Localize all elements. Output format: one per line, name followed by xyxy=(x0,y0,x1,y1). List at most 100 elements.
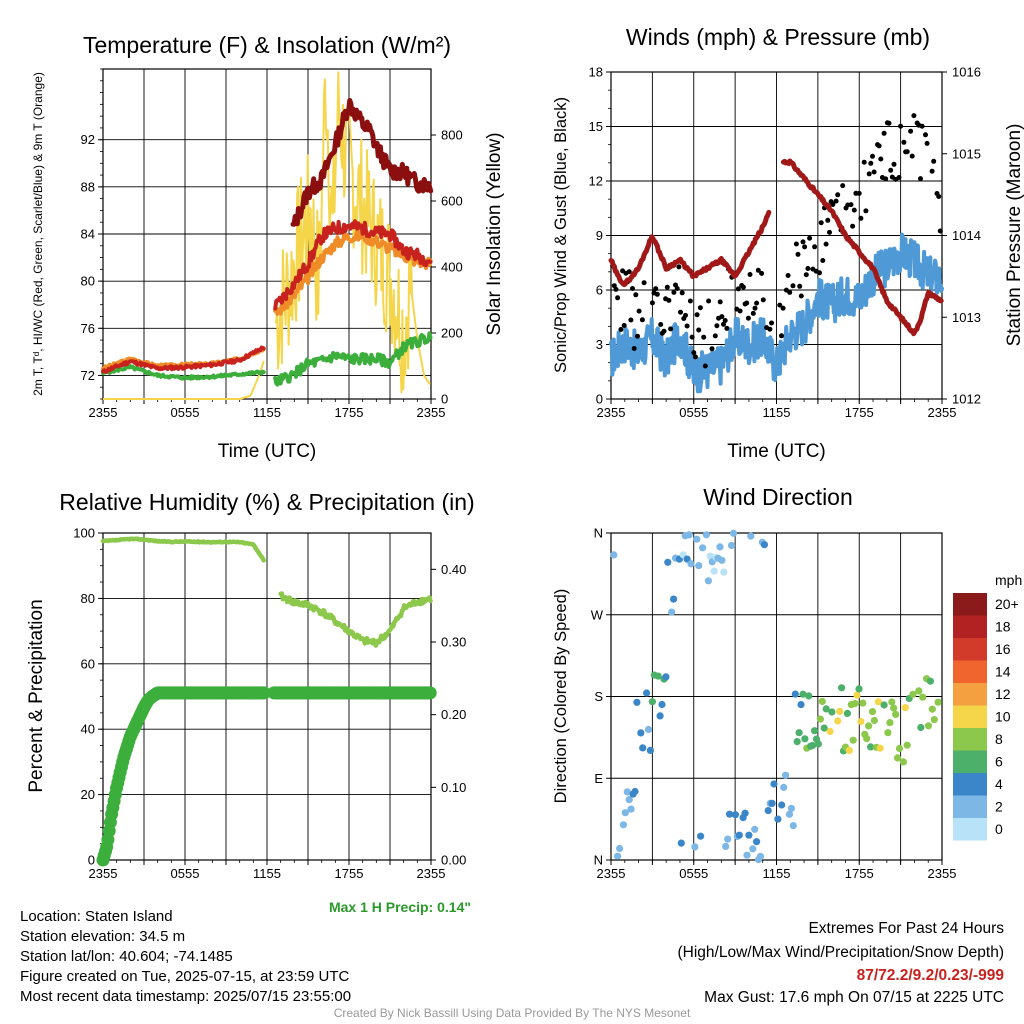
wdir-panel-xtick-label: 1155 xyxy=(763,866,791,881)
wind-gust-point xyxy=(795,251,801,257)
colorbar-swatch xyxy=(953,795,987,818)
dewpoint-line xyxy=(273,331,433,387)
wind-direction-point xyxy=(610,551,618,559)
wind-direction-point xyxy=(888,698,896,706)
location-text: Location: Staten Island xyxy=(20,908,173,925)
wind-gust-point xyxy=(871,169,877,175)
wind-gust-point xyxy=(830,202,836,207)
colorbar-swatch xyxy=(953,705,987,728)
wind-direction-point xyxy=(801,735,809,743)
wind-gust-point xyxy=(812,244,818,250)
wind-direction-point xyxy=(614,852,622,860)
wind-direction-point xyxy=(668,608,676,616)
wind-gust-point xyxy=(817,270,822,276)
precipitation-point xyxy=(257,686,271,700)
wind-direction-point xyxy=(753,838,761,846)
wind-gust-point xyxy=(805,266,811,271)
wind-gust-point xyxy=(689,334,695,340)
winds-panel-xtick-label: 1155 xyxy=(763,405,791,420)
colorbar-swatch xyxy=(953,728,987,751)
wind-gust-point xyxy=(807,235,813,241)
wind-gust-point xyxy=(919,123,925,129)
wind-gust-point xyxy=(618,327,624,332)
wind-direction-point xyxy=(685,531,693,539)
wind-gust-point xyxy=(639,317,645,323)
colorbar-swatch xyxy=(953,818,987,841)
wind-direction-point xyxy=(729,529,738,537)
wind-direction-point xyxy=(704,577,713,585)
wind-direction-point xyxy=(751,825,759,833)
wind-gust-point xyxy=(740,284,746,290)
wind-gust-point xyxy=(630,286,635,291)
winds-panel-ylabel-left: Sonic/Prop Wind & Gust (Blue, Black) xyxy=(552,97,570,373)
wind-direction-point xyxy=(747,532,755,540)
wind-direction-point xyxy=(616,844,624,853)
temp-panel-ytick-label: 80 xyxy=(81,274,95,289)
wind-gust-point xyxy=(851,207,857,213)
wind-direction-point xyxy=(662,673,670,681)
wind-direction-point xyxy=(930,716,938,724)
wind-gust-point xyxy=(797,283,803,289)
relative-humidity-line xyxy=(278,591,433,648)
credit-text: Created By Nick Bassill Using Data Provi… xyxy=(333,1006,691,1020)
wind-gust-point xyxy=(924,140,930,146)
temp-panel-ytick-label: 88 xyxy=(81,179,95,194)
temp-panel-ytick-label: 76 xyxy=(81,321,95,336)
wind-direction-point xyxy=(874,698,882,706)
wind-direction-point xyxy=(687,560,695,568)
wind-gust-point xyxy=(861,159,867,165)
wind-direction-point xyxy=(658,700,666,709)
temp-panel-title: Temperature (F) & Insolation (W/m²) xyxy=(83,32,451,58)
wind-direction-point xyxy=(727,541,736,550)
rh-panel-ylabel-left: Percent & Precipitation xyxy=(26,599,47,792)
colorbar-swatch xyxy=(953,615,987,638)
wind-gust-point xyxy=(937,228,943,234)
wind-direction-point xyxy=(799,690,807,698)
wind-gust-point xyxy=(755,267,761,273)
wind-direction-point xyxy=(811,727,819,735)
winds-panel-ytick-right-label: 1014 xyxy=(952,228,981,243)
temp-panel-xtick-label: 2355 xyxy=(417,405,446,420)
wind-direction-point xyxy=(633,698,641,706)
wind-gust-point xyxy=(696,327,702,333)
wind-gust-point xyxy=(653,286,659,292)
wind-direction-point xyxy=(805,692,813,700)
rh-panel-ytick-right-label: 0.40 xyxy=(441,562,466,577)
wind-gust-point xyxy=(866,171,872,177)
wind-gust-point xyxy=(661,328,667,334)
wind-direction-point xyxy=(895,744,904,753)
temp-panel-xtick-label: 1755 xyxy=(335,405,364,420)
wind-direction-point xyxy=(643,689,651,697)
wind-direction-point xyxy=(853,691,861,699)
wind-gust-point xyxy=(886,120,892,126)
max-gust-text: Max Gust: 17.6 mph On 07/15 at 2225 UTC xyxy=(704,989,1004,1006)
wind-gust-point xyxy=(818,220,824,226)
wind-gust-point xyxy=(883,176,889,182)
wind-gust-point xyxy=(876,143,882,149)
wind-gust-point xyxy=(870,153,875,159)
rh-panel-ytick-label: 60 xyxy=(81,656,95,671)
wind-gust-point xyxy=(790,283,796,289)
colorbar-swatch xyxy=(953,773,987,796)
wind-gust-point xyxy=(856,190,862,196)
colorbar-label: 2 xyxy=(995,799,1003,815)
rh-panel-ytick-label: 0 xyxy=(88,853,95,868)
wind-gust-point xyxy=(635,333,640,339)
wind-direction-point xyxy=(656,712,664,720)
wind-direction-point xyxy=(710,567,718,575)
wind-direction-point xyxy=(917,723,925,732)
colorbar-label: 8 xyxy=(995,731,1003,747)
precipitation-point xyxy=(423,686,437,700)
wind-direction-point xyxy=(870,716,879,725)
wind-gust-point xyxy=(709,346,715,352)
temp-panel-xtick-label: 0555 xyxy=(171,405,200,420)
winds-panel-ytick-right-label: 1012 xyxy=(952,392,981,407)
wind-direction-point xyxy=(724,835,732,843)
colorbar-label: 12 xyxy=(995,686,1011,702)
winds-panel-xtick-label: 2355 xyxy=(928,405,957,420)
wind-direction-point xyxy=(735,831,743,839)
wind-gust-point xyxy=(721,321,726,327)
temp-panel-xtick-label: 1155 xyxy=(253,405,281,420)
wind-gust-point xyxy=(802,244,808,250)
wind-gust-point xyxy=(626,269,632,275)
